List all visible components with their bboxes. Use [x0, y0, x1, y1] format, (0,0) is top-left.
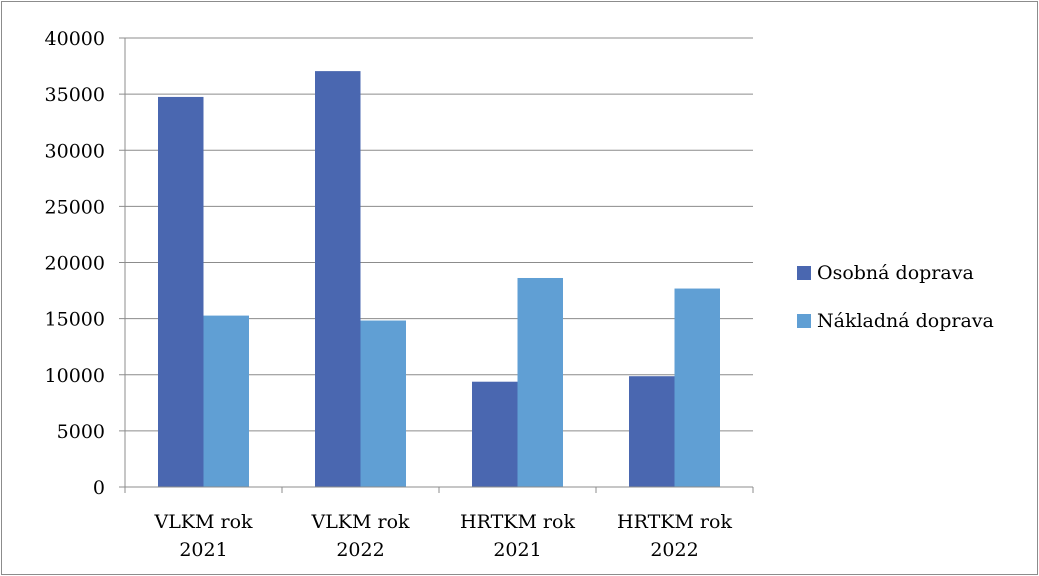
bar-osobna-2 — [472, 381, 518, 487]
y-tick-label: 40000 — [45, 28, 105, 50]
bar-nakladna-3 — [674, 288, 720, 487]
legend-label: Nákladná doprava — [817, 310, 994, 332]
x-category-label: 2021 — [493, 539, 541, 561]
x-category-label: HRTKM rok — [460, 511, 575, 533]
x-axis-ticks: VLKM rok 2021 VLKM rok 2022 HRTKM rok 2021 HRT… — [124, 487, 754, 561]
y-tick-label: 30000 — [45, 140, 105, 162]
y-tick-label: 20000 — [45, 253, 105, 275]
bar-osobna-0 — [158, 96, 204, 488]
y-tick-label: 10000 — [45, 365, 105, 387]
y-tick-label: 5000 — [57, 421, 105, 443]
bar-osobna-3 — [629, 376, 675, 487]
bars — [158, 71, 720, 488]
legend: Osobná doprava Nákladná doprava — [797, 262, 994, 332]
bar-nakladna-2 — [517, 277, 563, 487]
legend-swatch — [797, 314, 811, 328]
x-category-label: 2021 — [179, 539, 227, 561]
y-tick-label: 15000 — [45, 309, 105, 331]
x-category-label: VLKM rok — [310, 511, 410, 533]
x-category-label: 2022 — [650, 539, 698, 561]
bar-osobna-1 — [315, 71, 361, 488]
x-category-label: HRTKM rok — [617, 511, 732, 533]
x-category-label: VLKM rok — [153, 511, 253, 533]
y-tick-label: 25000 — [45, 196, 105, 218]
y-axis-ticks: 0 5000 10000 15000 20000 25000 30000 35000 40000 — [45, 28, 125, 499]
x-category-label: 2022 — [336, 539, 384, 561]
y-tick-label: 0 — [93, 477, 105, 499]
legend-swatch — [797, 266, 811, 280]
bar-nakladna-1 — [360, 320, 406, 487]
y-tick-label: 35000 — [45, 84, 105, 106]
legend-label: Osobná doprava — [817, 262, 974, 284]
bar-nakladna-0 — [203, 315, 249, 487]
